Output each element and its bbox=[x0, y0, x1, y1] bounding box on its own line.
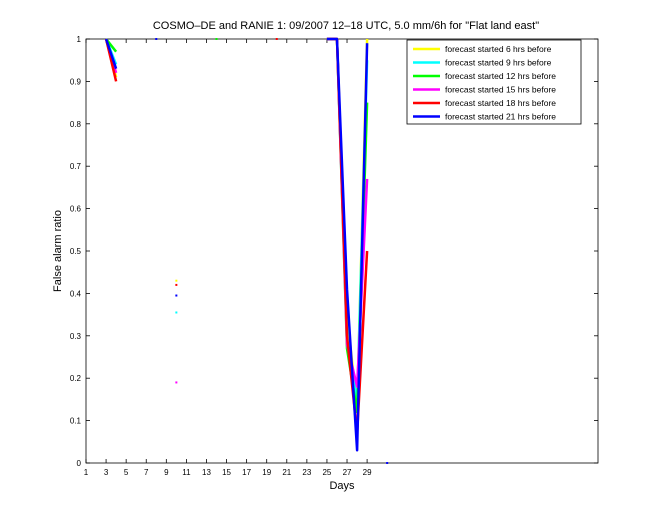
series-point-0 bbox=[175, 279, 178, 282]
legend-box bbox=[406, 39, 582, 125]
y-tick-label: 0.9 bbox=[70, 77, 82, 86]
legend-label: forecast started 12 hrs before bbox=[445, 71, 556, 81]
series-point-5 bbox=[386, 462, 389, 464]
series-point-2 bbox=[215, 38, 218, 40]
series-line-5 bbox=[104, 38, 118, 70]
legend-label: forecast started 21 hrs before bbox=[445, 112, 556, 122]
x-tick-label: 29 bbox=[363, 468, 372, 477]
x-tick-label: 17 bbox=[242, 468, 251, 477]
legend: forecast started 6 hrs before forecast st… bbox=[406, 39, 582, 125]
y-tick-label: 0.2 bbox=[70, 374, 82, 383]
y-tick-label: 0.1 bbox=[70, 417, 82, 426]
x-tick-label: 11 bbox=[182, 468, 191, 477]
y-tick-label: 0.5 bbox=[70, 247, 82, 256]
legend-label: forecast started 15 hrs before bbox=[445, 85, 556, 95]
x-tick-label: 25 bbox=[322, 468, 331, 477]
x-tick-label: 7 bbox=[144, 468, 149, 477]
x-tick-label: 21 bbox=[282, 468, 291, 477]
x-tick-label: 1 bbox=[84, 468, 89, 477]
y-tick-label: 0.7 bbox=[70, 162, 82, 171]
series-point-4 bbox=[175, 283, 178, 286]
series-layer bbox=[104, 37, 389, 464]
x-tick-label: 9 bbox=[164, 468, 169, 477]
series-line-5 bbox=[326, 37, 369, 452]
x-axis: 1 3 5 7 9 11 13 15 17 19 21 23 25 27 29 bbox=[84, 39, 372, 477]
x-tick-label: 19 bbox=[262, 468, 271, 477]
x-tick-label: 5 bbox=[124, 468, 129, 477]
series-point-4 bbox=[275, 38, 278, 40]
x-tick-label: 15 bbox=[222, 468, 231, 477]
x-axis-label: Days bbox=[329, 480, 355, 492]
y-tick-label: 0.6 bbox=[70, 205, 82, 214]
y-tick-label: 0.4 bbox=[70, 289, 82, 298]
y-axis: 0 0.1 0.2 0.3 0.4 0.5 0.6 0.7 0.8 0.9 1 bbox=[70, 35, 598, 468]
x-tick-label: 23 bbox=[302, 468, 311, 477]
y-tick-label: 1 bbox=[77, 35, 82, 44]
y-tick-label: 0.3 bbox=[70, 332, 82, 341]
x-tick-label: 27 bbox=[343, 468, 352, 477]
legend-label: forecast started 9 hrs before bbox=[445, 58, 552, 68]
legend-label: forecast started 6 hrs before bbox=[445, 44, 552, 54]
series-point-5 bbox=[155, 38, 158, 40]
series-point-3 bbox=[175, 381, 178, 384]
x-tick-label: 13 bbox=[202, 468, 211, 477]
y-tick-label: 0 bbox=[77, 459, 82, 468]
x-tick-label: 3 bbox=[104, 468, 109, 477]
series-point-1 bbox=[175, 311, 178, 314]
y-axis-label: False alarm ratio bbox=[52, 210, 64, 292]
chart-title: COSMO–DE and RANIE 1: 09/2007 12–18 UTC,… bbox=[153, 20, 539, 32]
legend-label: forecast started 18 hrs before bbox=[445, 98, 556, 108]
series-point-5 bbox=[175, 294, 178, 297]
y-tick-label: 0.8 bbox=[70, 120, 82, 129]
